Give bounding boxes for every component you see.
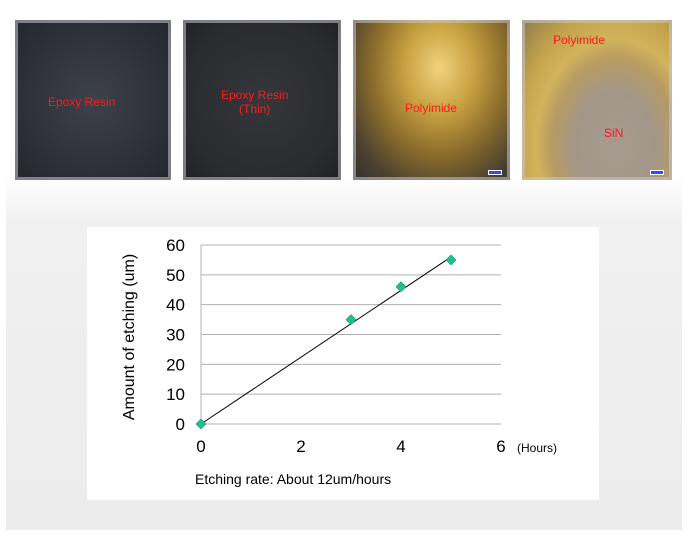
y-tick-label: 30 xyxy=(166,326,185,345)
photo-polyimide: Polyimide xyxy=(353,20,510,180)
photo-frame xyxy=(183,20,341,180)
scale-bar xyxy=(488,170,502,175)
data-point xyxy=(195,418,207,430)
y-tick-label: 50 xyxy=(166,266,185,285)
data-point xyxy=(445,254,457,266)
photo-label: SiN xyxy=(604,126,624,140)
data-point xyxy=(345,314,357,326)
y-tick-label: 10 xyxy=(166,385,185,404)
etching-chart: 0 10 20 30 40 50 60 0 2 4 6 Amount of etching (um… xyxy=(121,236,557,487)
photo-frame xyxy=(15,20,171,180)
photo-polyimide-sin: Polyimide SiN xyxy=(522,20,672,180)
x-tick-label: 4 xyxy=(396,437,405,456)
chart-card: 0 10 20 30 40 50 60 0 2 4 6 Amount of etching (um… xyxy=(87,227,599,500)
y-tick-label: 40 xyxy=(166,296,185,315)
y-tick-label: 0 xyxy=(176,415,185,434)
y-tick-label: 60 xyxy=(166,236,185,255)
y-axis-label: Amount of etching (um) xyxy=(121,254,138,420)
photo-label: Polyimide xyxy=(405,101,458,115)
x-tick-label: 2 xyxy=(296,437,305,456)
trendline xyxy=(200,256,452,425)
photo-label: Epoxy Resin (Thin) xyxy=(221,88,289,116)
photo-label: Polyimide xyxy=(553,33,606,47)
photo-epoxy-resin: Epoxy Resin xyxy=(15,20,171,180)
x-axis-label: (Hours) xyxy=(517,441,557,455)
x-tick-label: 6 xyxy=(496,437,505,456)
data-point xyxy=(395,281,407,293)
etching-rate-annotation: Etching rate: About 12um/hours xyxy=(195,471,391,487)
x-tick-label: 0 xyxy=(196,437,205,456)
photo-label: Epoxy Resin xyxy=(48,95,116,109)
photo-frame xyxy=(522,20,672,180)
photo-epoxy-resin-thin: Epoxy Resin (Thin) xyxy=(183,20,341,180)
y-tick-label: 20 xyxy=(166,355,185,374)
photo-frame xyxy=(353,20,510,180)
scale-bar xyxy=(650,170,664,175)
